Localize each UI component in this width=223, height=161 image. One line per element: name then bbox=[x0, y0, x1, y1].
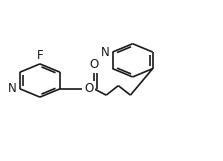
Text: O: O bbox=[89, 58, 99, 71]
Text: F: F bbox=[37, 48, 43, 62]
Text: N: N bbox=[101, 46, 110, 58]
Text: N: N bbox=[8, 82, 17, 95]
Text: O: O bbox=[85, 82, 94, 95]
